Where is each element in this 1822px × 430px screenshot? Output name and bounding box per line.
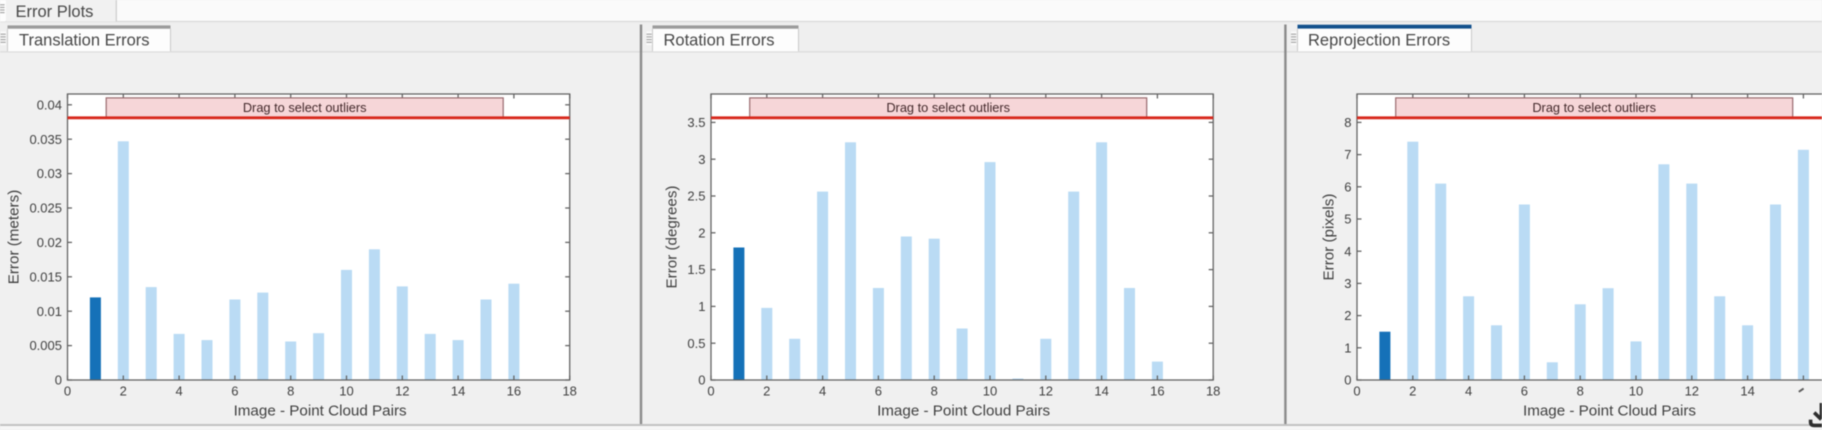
- svg-text:14: 14: [1740, 383, 1754, 398]
- svg-text:3: 3: [1344, 276, 1351, 291]
- svg-text:6: 6: [1521, 383, 1528, 398]
- svg-text:14: 14: [451, 383, 465, 398]
- svg-text:6: 6: [1344, 179, 1351, 194]
- svg-text:2: 2: [763, 383, 770, 398]
- svg-text:8: 8: [287, 383, 294, 398]
- svg-text:Drag to select outliers: Drag to select outliers: [1532, 100, 1656, 115]
- svg-text:4: 4: [1465, 383, 1472, 398]
- svg-text:Error Plots: Error Plots: [16, 3, 94, 21]
- svg-text:16: 16: [1150, 383, 1164, 398]
- svg-text:8: 8: [931, 383, 938, 398]
- svg-text:12: 12: [395, 383, 409, 398]
- svg-text:16: 16: [507, 383, 521, 398]
- svg-text:1: 1: [698, 299, 705, 314]
- svg-text:4: 4: [819, 383, 826, 398]
- svg-text:Image - Point Cloud Pairs: Image - Point Cloud Pairs: [234, 402, 407, 419]
- svg-text:4: 4: [175, 383, 182, 398]
- svg-text:2: 2: [120, 383, 127, 398]
- svg-text:Translation Errors: Translation Errors: [19, 32, 150, 50]
- svg-text:Drag to select outliers: Drag to select outliers: [886, 100, 1010, 115]
- svg-text:5: 5: [1344, 212, 1351, 227]
- svg-text:1: 1: [1344, 340, 1351, 355]
- svg-text:10: 10: [1629, 383, 1643, 398]
- svg-text:10: 10: [339, 383, 353, 398]
- svg-text:Error (pixels): Error (pixels): [1321, 194, 1338, 281]
- svg-text:4: 4: [1344, 244, 1351, 259]
- svg-text:Error (degrees): Error (degrees): [664, 186, 681, 289]
- svg-text:6: 6: [231, 383, 238, 398]
- svg-text:18: 18: [1206, 383, 1220, 398]
- svg-text:0: 0: [707, 383, 714, 398]
- svg-text:0: 0: [698, 373, 705, 388]
- svg-text:12: 12: [1039, 383, 1053, 398]
- svg-text:1.5: 1.5: [687, 262, 705, 277]
- svg-text:3.5: 3.5: [687, 115, 705, 130]
- svg-text:2: 2: [1344, 308, 1351, 323]
- svg-text:12: 12: [1685, 383, 1699, 398]
- svg-text:0.015: 0.015: [29, 269, 62, 284]
- svg-text:2: 2: [698, 225, 705, 240]
- svg-text:Error (meters): Error (meters): [6, 190, 23, 285]
- svg-text:0.035: 0.035: [29, 132, 62, 147]
- svg-text:Drag to select outliers: Drag to select outliers: [243, 100, 367, 115]
- svg-text:0: 0: [64, 383, 71, 398]
- svg-text:2.5: 2.5: [687, 189, 705, 204]
- svg-text:0.01: 0.01: [37, 304, 62, 319]
- svg-text:0.5: 0.5: [687, 336, 705, 351]
- svg-text:2: 2: [1409, 383, 1416, 398]
- svg-text:6: 6: [875, 383, 882, 398]
- svg-text:0.025: 0.025: [29, 201, 62, 216]
- svg-text:14: 14: [1094, 383, 1108, 398]
- svg-text:18: 18: [562, 383, 576, 398]
- svg-text:Image - Point Cloud Pairs: Image - Point Cloud Pairs: [1523, 402, 1696, 419]
- svg-text:10: 10: [983, 383, 997, 398]
- svg-text:0.04: 0.04: [37, 97, 62, 112]
- svg-text:3: 3: [698, 152, 705, 167]
- svg-text:0: 0: [55, 373, 62, 388]
- svg-text:Reprojection Errors: Reprojection Errors: [1308, 32, 1450, 50]
- svg-text:Rotation Errors: Rotation Errors: [664, 32, 775, 50]
- svg-text:0.005: 0.005: [29, 338, 62, 353]
- svg-text:Image - Point Cloud Pairs: Image - Point Cloud Pairs: [877, 402, 1050, 419]
- svg-text:0: 0: [1353, 383, 1360, 398]
- svg-text:8: 8: [1577, 383, 1584, 398]
- svg-text:0.02: 0.02: [37, 235, 62, 250]
- svg-text:0: 0: [1344, 373, 1351, 388]
- svg-text:7: 7: [1344, 147, 1351, 162]
- svg-text:0.03: 0.03: [37, 166, 62, 181]
- svg-text:8: 8: [1344, 115, 1351, 130]
